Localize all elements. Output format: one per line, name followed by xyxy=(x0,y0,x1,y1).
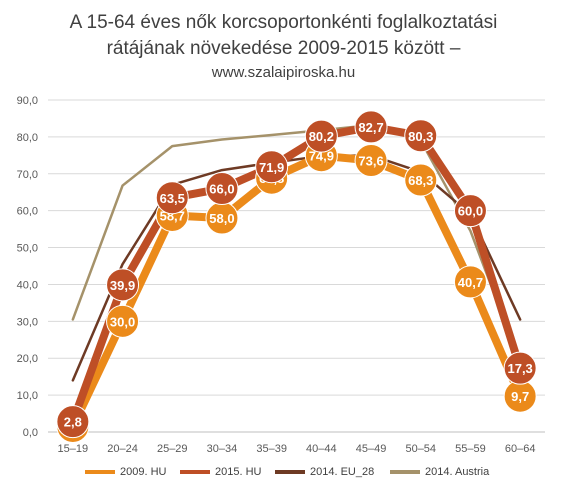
x-tick-label: 55–59 xyxy=(455,443,486,455)
data-label-2009-hu: 68,3 xyxy=(408,173,433,188)
y-tick-label: 70,0 xyxy=(17,169,38,181)
x-tick-label: 20–24 xyxy=(107,443,138,455)
data-label-2009-hu: 58,0 xyxy=(209,211,234,226)
data-label-2015-hu: 60,0 xyxy=(458,204,483,219)
legend-item: 2015. HU xyxy=(180,466,261,478)
data-label-2015-hu: 17,3 xyxy=(507,361,532,376)
data-label-2015-hu: 82,7 xyxy=(358,120,383,135)
data-label-2009-hu: 73,6 xyxy=(358,153,383,168)
series-line-2009-hu xyxy=(68,151,525,431)
data-point-2015-hu xyxy=(304,119,338,153)
legend-item: 2009. HU xyxy=(85,466,166,478)
series-line-2014-eu-28 xyxy=(71,154,522,382)
x-tick-label: 40–44 xyxy=(306,443,337,455)
data-point-2009-hu xyxy=(106,304,140,338)
y-tick-label: 80,0 xyxy=(17,132,38,144)
data-point-2009-hu xyxy=(404,163,438,197)
chart-title-line-2: rátájának növekedése 2009-2015 között – xyxy=(106,38,461,59)
y-tick-label: 10,0 xyxy=(17,390,38,402)
legend-swatch xyxy=(390,470,420,474)
data-label-2015-hu: 80,2 xyxy=(309,129,334,144)
y-tick-label: 50,0 xyxy=(17,243,38,255)
data-point-2015-hu xyxy=(503,351,537,385)
legend-item: 2014. EU_28 xyxy=(275,466,374,478)
y-tick-label: 30,0 xyxy=(17,316,38,328)
data-label-2009-hu: 40,7 xyxy=(458,275,483,290)
x-tick-label: 30–34 xyxy=(207,443,238,455)
data-point-2015-hu xyxy=(354,110,388,144)
x-tick-label: 50–54 xyxy=(405,443,436,455)
y-tick-label: 20,0 xyxy=(17,353,38,365)
x-tick-label: 60–64 xyxy=(505,443,536,455)
y-tick-label: 90,0 xyxy=(17,95,38,107)
legend-swatch xyxy=(180,470,210,474)
data-label-2015-hu: 63,5 xyxy=(160,191,185,206)
data-point-2015-hu xyxy=(255,150,289,184)
chart-legend: 2009. HU 2015. HU 2014. EU_28 2014. Austria xyxy=(0,464,567,484)
legend-label: 2015. HU xyxy=(215,466,262,478)
x-tick-label: 25–29 xyxy=(157,443,188,455)
legend-swatch xyxy=(85,470,115,474)
x-tick-label: 35–39 xyxy=(256,443,287,455)
data-point-2015-hu xyxy=(106,268,140,302)
y-tick-label: 60,0 xyxy=(17,206,38,218)
data-point-2015-hu xyxy=(404,119,438,153)
data-label-2009-hu: 9,7 xyxy=(511,389,529,404)
x-tick-label: 45–49 xyxy=(356,443,387,455)
legend-item: 2014. Austria xyxy=(390,466,489,478)
chart-title-line-1: A 15-64 éves nők korcsoportonkénti fogla… xyxy=(69,12,498,33)
data-label-2015-hu: 2,8 xyxy=(64,415,82,430)
series-line-2015-hu xyxy=(68,122,525,426)
data-point-2015-hu xyxy=(56,405,90,439)
data-point-2015-hu xyxy=(155,181,189,215)
data-label-2015-hu: 80,3 xyxy=(408,129,433,144)
legend-label: 2009. HU xyxy=(120,466,167,478)
y-tick-label: 0,0 xyxy=(23,427,38,439)
x-tick-label: 15–19 xyxy=(58,443,89,455)
data-point-2015-hu xyxy=(453,194,487,228)
data-point-2015-hu xyxy=(205,172,239,206)
legend-label: 2014. Austria xyxy=(425,466,490,478)
data-point-2009-hu xyxy=(354,143,388,177)
data-label-2009-hu: 30,0 xyxy=(110,314,135,329)
data-label-2009-hu: 74,9 xyxy=(309,149,334,164)
data-point-2009-hu xyxy=(453,265,487,299)
series-line-2014-austria xyxy=(71,123,522,364)
legend-label: 2014. EU_28 xyxy=(310,466,375,478)
chart-subtitle: www.szalaipiroska.hu xyxy=(211,64,356,81)
data-label-2015-hu: 71,9 xyxy=(259,160,284,175)
data-label-2015-hu: 66,0 xyxy=(209,182,234,197)
legend-swatch xyxy=(275,470,305,474)
y-tick-label: 40,0 xyxy=(17,279,38,291)
data-label-2015-hu: 39,9 xyxy=(110,278,135,293)
